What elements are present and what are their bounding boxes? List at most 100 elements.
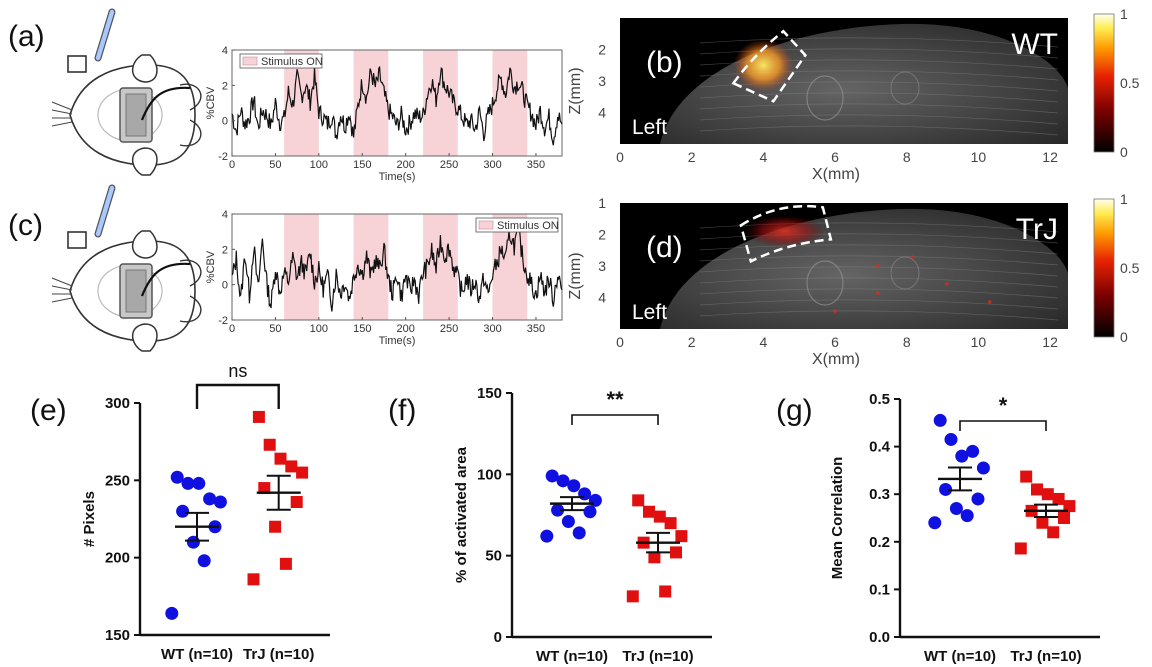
whisker-icon <box>51 101 73 111</box>
x-axis-label: Time(s) <box>379 171 416 183</box>
trj-data-point <box>269 520 282 533</box>
legend-swatch <box>478 220 494 230</box>
trj-data-point <box>1031 483 1043 496</box>
x-tick-label: 200 <box>397 323 415 335</box>
y-tick-label: 4 <box>222 209 228 221</box>
brain-structure-line <box>699 277 1059 288</box>
y-axis-label: % of activated area <box>453 446 470 583</box>
panel-label-a: (a) <box>8 20 45 53</box>
x-tick-label: 0 <box>229 159 235 171</box>
trj-data-point <box>290 495 303 508</box>
whisker-icon <box>51 297 73 303</box>
x-tick-label: 12 <box>1042 149 1058 165</box>
brain-structure-line <box>699 310 1059 321</box>
x-tick-label: 10 <box>971 334 987 350</box>
whisker-icon <box>51 285 73 291</box>
panel-label-f: (f) <box>388 394 416 427</box>
panel-label-g: (g) <box>776 394 813 427</box>
significance-bracket <box>195 383 280 409</box>
colorbar-tick-label: 0 <box>1120 329 1128 345</box>
legend-box <box>475 217 559 233</box>
y-tick-label: 200 <box>105 550 130 567</box>
brain-structure-line <box>699 114 1059 125</box>
y-tick-label: 0.2 <box>869 534 890 551</box>
x-tick-label: 2 <box>688 334 696 350</box>
colorbar <box>1093 198 1115 338</box>
x-tick-label: 4 <box>759 334 767 350</box>
trj-data-point <box>670 546 682 559</box>
x-tick-label: 300 <box>483 323 501 335</box>
trj-data-point <box>632 494 645 507</box>
y-tick-label: 50 <box>485 548 502 565</box>
panel-label-d: (d) <box>646 231 683 264</box>
x-tick-label: 350 <box>527 323 545 335</box>
x-tick-label: 300 <box>483 159 501 171</box>
cranial-window-icon <box>125 93 147 137</box>
y-tick-label: 150 <box>105 627 130 644</box>
wt-data-point <box>197 554 211 568</box>
x-tick-label: 8 <box>903 334 911 350</box>
wt-data-point <box>928 516 942 530</box>
whisker-icon <box>51 109 73 115</box>
x-tick-label: 2 <box>688 149 696 165</box>
mouse-ear-icon <box>131 230 158 259</box>
brain-structure-line <box>699 103 1059 114</box>
brain-structure-line <box>699 288 1059 299</box>
roi-outline <box>731 29 807 103</box>
activation-speck <box>945 282 949 286</box>
category-label: WT (n=10) <box>924 648 996 665</box>
trj-data-point <box>252 410 265 423</box>
wt-data-point <box>203 492 217 506</box>
category-label: TrJ (n=10) <box>243 646 314 663</box>
panel-label-b: (b) <box>646 46 683 79</box>
x-tick-label: 250 <box>440 323 458 335</box>
wt-data-point <box>176 504 190 518</box>
category-label: TrJ (n=10) <box>622 648 693 665</box>
mouse-illustration-a <box>51 8 202 176</box>
significance-bracket <box>959 420 1047 431</box>
x-tick-label: 150 <box>353 323 371 335</box>
x-tick-label: 350 <box>527 159 545 171</box>
y-tick-label: 150 <box>477 385 502 402</box>
wt-data-point <box>567 479 581 493</box>
x-tick-label: 50 <box>269 159 281 171</box>
mouse-ear-icon <box>131 54 158 83</box>
trj-data-point <box>1052 492 1065 505</box>
significance-bracket <box>571 414 659 425</box>
x-tick-label: 6 <box>831 334 839 350</box>
brain-structure-ring <box>806 260 844 306</box>
wt-data-point <box>165 606 179 620</box>
colorbar-tick-label: 1 <box>1120 6 1128 22</box>
legend-label: Stimulus ON <box>261 56 323 68</box>
category-label: WT (n=10) <box>536 648 608 665</box>
trj-data-point <box>258 482 271 495</box>
x-axis-label: Time(s) <box>379 335 416 347</box>
trj-data-point <box>274 452 287 465</box>
trj-data-point <box>1014 542 1027 555</box>
map-annotation: Left <box>632 301 667 324</box>
brain-structure-ring <box>806 75 844 121</box>
wt-data-point <box>192 476 206 490</box>
y-tick-label: 0 <box>494 629 502 646</box>
x-tick-label: 6 <box>831 149 839 165</box>
y-axis-label: Z(mm) <box>567 67 584 114</box>
map-title: TrJ <box>1016 213 1058 246</box>
trj-data-point <box>247 573 260 586</box>
trj-data-point <box>653 510 666 523</box>
trj-data-point <box>664 517 677 530</box>
trj-data-point <box>1036 516 1049 529</box>
colorbar <box>1093 13 1115 153</box>
wt-data-point <box>578 487 592 501</box>
wt-data-point <box>933 413 947 427</box>
probe-icon <box>95 9 115 61</box>
brain-structure-line <box>699 37 1059 48</box>
y-tick-label: 0.5 <box>869 391 890 408</box>
x-tick-label: 50 <box>269 323 281 335</box>
trj-data-point <box>285 460 298 473</box>
wt-data-point <box>540 529 554 543</box>
y-tick-label: 100 <box>477 466 502 483</box>
x-tick-label: 250 <box>440 159 458 171</box>
x-axis-label: X(mm) <box>812 166 860 183</box>
activation-region <box>744 215 825 248</box>
